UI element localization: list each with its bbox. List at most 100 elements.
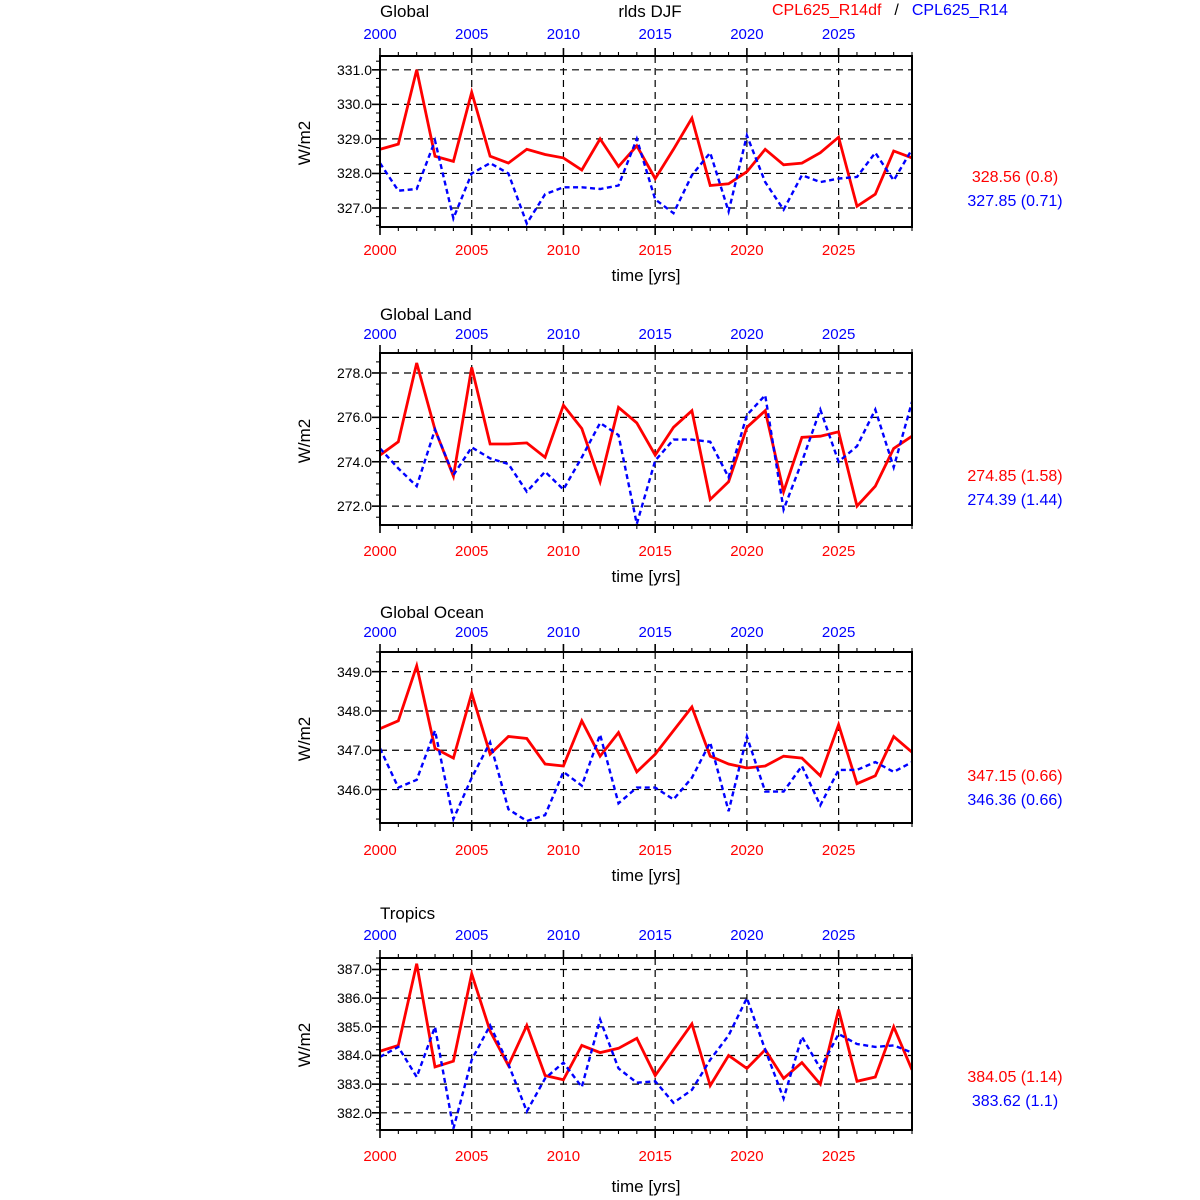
- legend-series2-label: CPL625_R14: [911, 2, 1008, 19]
- x-tick-label: 2020: [730, 842, 764, 859]
- y-tick-label: 349.0: [336, 663, 372, 680]
- x-tick-label: 2020: [730, 326, 764, 343]
- x-tick-label: 2025: [821, 1148, 856, 1165]
- x-tick-label: 2020: [730, 26, 764, 43]
- panel-tropics: Tropics 2000 2005 2010 2015 2020 2025 382.0 38…: [0, 894, 1200, 1200]
- series2-mean-stat: 346.36 (0.66): [967, 792, 1063, 809]
- x-tick-label: 2020: [730, 1148, 764, 1165]
- x-tick-label: 2000: [363, 242, 397, 259]
- plot-area-tropics: [372, 950, 913, 1138]
- series-line-CPL625_R14df: [380, 963, 912, 1090]
- y-tick-label: 383.0: [336, 1076, 372, 1093]
- x-tick-label: 2025: [821, 26, 856, 43]
- x-tick-label: 2015: [638, 1148, 672, 1165]
- x-tick-label: 2025: [821, 624, 856, 641]
- x-tick-label: 2025: [821, 842, 856, 859]
- x-tick-label: 2005: [455, 842, 489, 859]
- panel-title-global: Global: [380, 2, 430, 21]
- x-tick-label: 2020: [730, 543, 764, 560]
- x-tick-label: 2000: [363, 842, 397, 859]
- plot-frame: [379, 55, 913, 228]
- x-tick-label: 2010: [546, 242, 581, 259]
- x-tick-label: 2010: [546, 927, 581, 944]
- panel-title-global-ocean: Global Ocean: [380, 603, 484, 622]
- x-axis-label: time [yrs]: [611, 266, 681, 285]
- series-line-CPL625_R14: [380, 131, 912, 227]
- plot-area-global-ocean: [372, 644, 913, 831]
- x-tick-label: 2000: [363, 326, 397, 343]
- y-tick-label: 330.0: [336, 96, 372, 113]
- y-tick-label: 346.0: [336, 781, 372, 798]
- series-line-CPL625_R14df: [380, 362, 912, 509]
- x-tick-label: 2015: [638, 624, 672, 641]
- series2-mean-stat: 274.39 (1.44): [967, 492, 1063, 509]
- panel-title-global-land: Global Land: [380, 305, 472, 324]
- x-tick-label: 2005: [455, 26, 489, 43]
- x-tick-label: 2000: [363, 624, 397, 641]
- y-tick-label: 276.0: [336, 409, 372, 426]
- y-tick-label: 387.0: [336, 961, 372, 978]
- x-tick-label: 2015: [638, 326, 672, 343]
- x-tick-label: 2000: [363, 927, 397, 944]
- series-stats: 347.15 (0.66) 346.36 (0.66): [945, 765, 1085, 813]
- y-tick-label: 384.0: [336, 1047, 372, 1064]
- y-tick-label: 348.0: [336, 702, 372, 719]
- x-tick-label: 2000: [363, 1148, 397, 1165]
- x-tick-label: 2015: [638, 927, 672, 944]
- series-line-CPL625_R14df: [380, 69, 912, 209]
- panel-title-tropics: Tropics: [380, 904, 436, 923]
- y-tick-label: 347.0: [336, 742, 372, 759]
- plot-area-global: [372, 48, 913, 235]
- x-tick-label: 2025: [821, 326, 856, 343]
- plot-frame: [379, 352, 913, 526]
- x-axis-label: time [yrs]: [611, 567, 681, 586]
- y-tick-label: 274.0: [336, 453, 372, 470]
- y-tick-label: 386.0: [336, 990, 372, 1007]
- plot-area-global-land: [372, 345, 913, 533]
- series-line-CPL625_R14: [380, 392, 912, 525]
- series-stats: 274.85 (1.58) 274.39 (1.44): [945, 465, 1085, 513]
- x-tick-label: 2010: [546, 326, 581, 343]
- series1-mean-stat: 347.15 (0.66): [967, 768, 1063, 785]
- plot-frame: [379, 957, 913, 1131]
- x-tick-label: 2000: [363, 543, 397, 560]
- x-tick-label: 2015: [638, 26, 672, 43]
- series2-mean-stat: 383.62 (1.1): [971, 1093, 1059, 1110]
- x-tick-label: 2005: [455, 326, 489, 343]
- plot-frame: [379, 651, 913, 824]
- panel-global: Global rlds DJF CPL625_R14df / CPL625_R1…: [0, 0, 1200, 298]
- x-tick-label: 2005: [455, 624, 489, 641]
- x-axis-label: time [yrs]: [611, 866, 681, 885]
- y-tick-label: 327.0: [336, 200, 372, 216]
- y-tick-label: 382.0: [336, 1104, 372, 1121]
- x-tick-label: 2015: [638, 242, 672, 259]
- x-tick-label: 2015: [638, 842, 672, 859]
- x-tick-label: 2010: [546, 842, 581, 859]
- x-tick-label: 2025: [821, 242, 856, 259]
- y-tick-label: 272.0: [336, 498, 372, 515]
- legend-series1-label: CPL625_R14df: [772, 2, 882, 19]
- series1-mean-stat: 328.56 (0.8): [971, 169, 1059, 186]
- legend-separator: /: [894, 2, 899, 19]
- panel-global-land: Global Land 2000 2005 2010 2015 2020 2025 272…: [0, 298, 1200, 596]
- y-tick-label: 328.0: [336, 165, 372, 182]
- panel-global-ocean: Global Ocean 2000 2005 2010 2015 2020 2025 34…: [0, 596, 1200, 894]
- series-stats: 384.05 (1.14) 383.62 (1.1): [945, 1066, 1085, 1114]
- y-tick-label: 331.0: [336, 61, 372, 78]
- x-tick-label: 2025: [821, 927, 856, 944]
- x-tick-label: 2005: [455, 242, 489, 259]
- y-tick-label: 329.0: [336, 130, 372, 147]
- x-tick-label: 2010: [546, 1148, 581, 1165]
- x-tick-label: 2000: [363, 26, 397, 43]
- x-tick-label: 2010: [546, 543, 581, 560]
- x-tick-label: 2010: [546, 26, 581, 43]
- y-tick-label: 278.0: [336, 364, 372, 381]
- x-tick-label: 2005: [455, 1148, 489, 1165]
- series1-mean-stat: 384.05 (1.14): [967, 1069, 1063, 1086]
- x-tick-label: 2015: [638, 543, 672, 560]
- series-line-CPL625_R14: [380, 726, 912, 823]
- series1-mean-stat: 274.85 (1.58): [967, 468, 1063, 485]
- variable-season-label: rlds DJF: [618, 2, 682, 21]
- x-axis-label: time [yrs]: [611, 1177, 681, 1196]
